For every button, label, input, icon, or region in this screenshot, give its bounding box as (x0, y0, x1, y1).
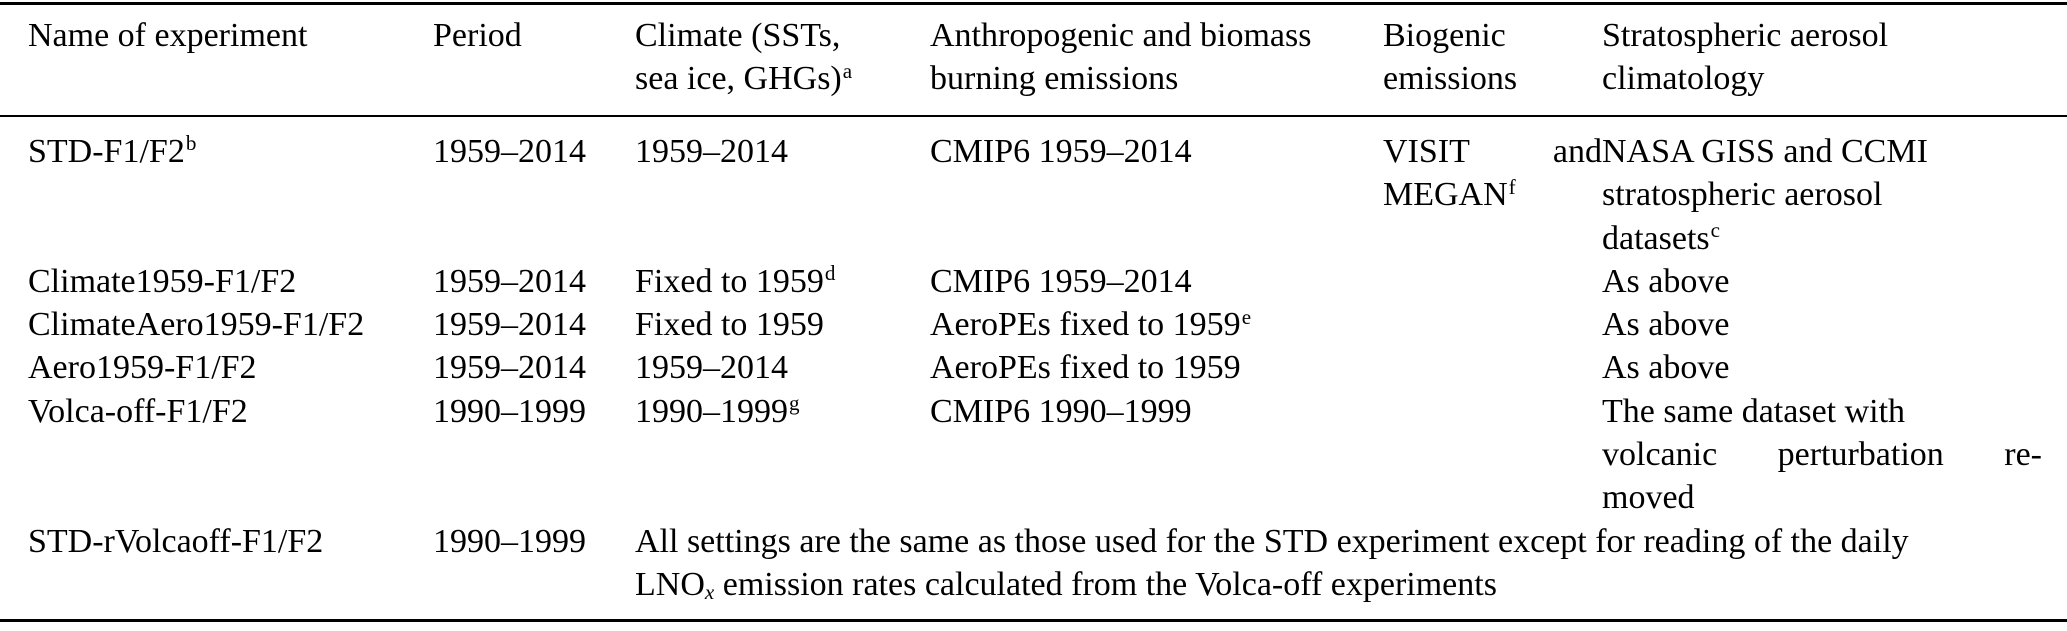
cell-anthropogenic-emissions: AeroPEs fixed to 1959 (930, 349, 1241, 387)
footnote-marker-g: g (789, 391, 800, 416)
cell-stratospheric-aerosol: The same dataset with volcanic perturbat… (1602, 390, 2042, 520)
cell-climate: 1959–2014 (635, 133, 788, 170)
cell-experiment-name: ClimateAero1959-F1/F2 (28, 306, 365, 344)
aerosol-line: The same dataset with (1602, 392, 1906, 430)
cell-biogenic-emissions: VISIT and MEGANf (1383, 130, 1602, 217)
cell-period: 1990–1999 (433, 392, 586, 430)
header-line: sea ice, GHGs)a (635, 58, 853, 98)
cell-climate: Fixed to 1959 (635, 306, 824, 344)
cell-anthropogenic-emissions: CMIP6 1990–1999 (930, 392, 1192, 430)
table-rule-top (0, 2, 2067, 5)
aerosol-line: moved (1602, 479, 1695, 517)
aerosol-line: datasetsc (1602, 218, 1720, 257)
footnote-marker-b: b (185, 131, 197, 156)
cell-anthropogenic-emissions: CMIP6 1959–2014 (930, 262, 1192, 300)
cell-experiment-name: Aero1959-F1/F2 (28, 349, 257, 387)
footnote-marker-d: d (824, 261, 836, 286)
cell-anthropogenic-emissions: CMIP6 1959–2014 (930, 133, 1192, 170)
spanning-line: LNOx emission rates calculated from the … (635, 565, 1497, 605)
footnote-marker-a: a (842, 58, 853, 83)
table-body: STD-F1/F2b 1959–2014 1959–2014 CMIP6 195… (0, 117, 2067, 606)
cell-period: 1959–2014 (433, 262, 586, 300)
cell-period: 1990–1999 (433, 522, 586, 560)
cell-stratospheric-aerosol: As above (1602, 262, 1730, 300)
header-anthropogenic-emissions: Anthropogenic and biomass burning emissi… (930, 14, 1383, 101)
header-line: Biogenic (1383, 17, 1506, 54)
cell-experiment-name: Climate1959-F1/F2 (28, 262, 297, 300)
header-label: Period (433, 17, 522, 54)
table-header-separator (0, 115, 2067, 117)
footnote-marker-e: e (1241, 304, 1252, 329)
cell-spanning-description: All settings are the same as those used … (635, 520, 2042, 607)
footnote-marker-c: c (1710, 218, 1720, 242)
cell-climate: 1959–2014 (635, 349, 788, 387)
header-line: Climate (SSTs, (635, 17, 841, 54)
aerosol-line: volcanic perturbation re- (1602, 436, 2042, 474)
cell-period: 1959–2014 (433, 306, 586, 344)
cell-climate: 1990–1999g (635, 391, 800, 430)
cell-experiment-name: Volca-off-F1/F2 (28, 392, 248, 430)
header-biogenic-emissions: Biogenic emissions (1383, 14, 1602, 101)
biogenic-line: MEGANf (1383, 174, 1516, 214)
subscript-x: x (704, 580, 715, 605)
header-line: burning emissions (930, 60, 1179, 98)
cell-experiment-name: STD-rVolcaoff-F1/F2 (28, 522, 324, 560)
aerosol-line: stratospheric aerosol (1602, 176, 1883, 214)
header-line: climatology (1602, 60, 1765, 98)
cell-stratospheric-aerosol: As above (1602, 349, 1730, 387)
header-label: Name of experiment (28, 17, 308, 54)
header-period: Period (433, 14, 635, 57)
cell-anthropogenic-emissions: AeroPEs fixed to 1959e (930, 304, 1252, 344)
header-name-of-experiment: Name of experiment (28, 14, 433, 57)
header-line: emissions (1383, 60, 1518, 98)
aerosol-line: NASA GISS and CCMI (1602, 133, 1928, 170)
header-climate: Climate (SSTs, sea ice, GHGs)a (635, 14, 930, 101)
table-header-row: Name of experiment Period Climate (SSTs,… (0, 5, 2067, 101)
table-rule-bottom (0, 619, 2067, 622)
cell-stratospheric-aerosol: NASA GISS and CCMI stratospheric aerosol… (1602, 130, 2042, 260)
biogenic-line: VISIT and (1383, 133, 1602, 170)
cell-climate: Fixed to 1959d (635, 261, 836, 300)
cell-experiment-name: STD-F1/F2b (28, 131, 197, 170)
cell-period: 1959–2014 (433, 349, 586, 387)
cell-period: 1959–2014 (433, 133, 586, 170)
footnote-marker-f: f (1508, 174, 1516, 199)
header-line: Anthropogenic and biomass (930, 17, 1312, 54)
header-stratospheric-aerosol: Stratospheric aerosol climatology (1602, 14, 2042, 101)
header-line: Stratospheric aerosol (1602, 17, 1889, 54)
spanning-line: All settings are the same as those used … (635, 522, 1909, 560)
cell-stratospheric-aerosol: As above (1602, 306, 1730, 344)
